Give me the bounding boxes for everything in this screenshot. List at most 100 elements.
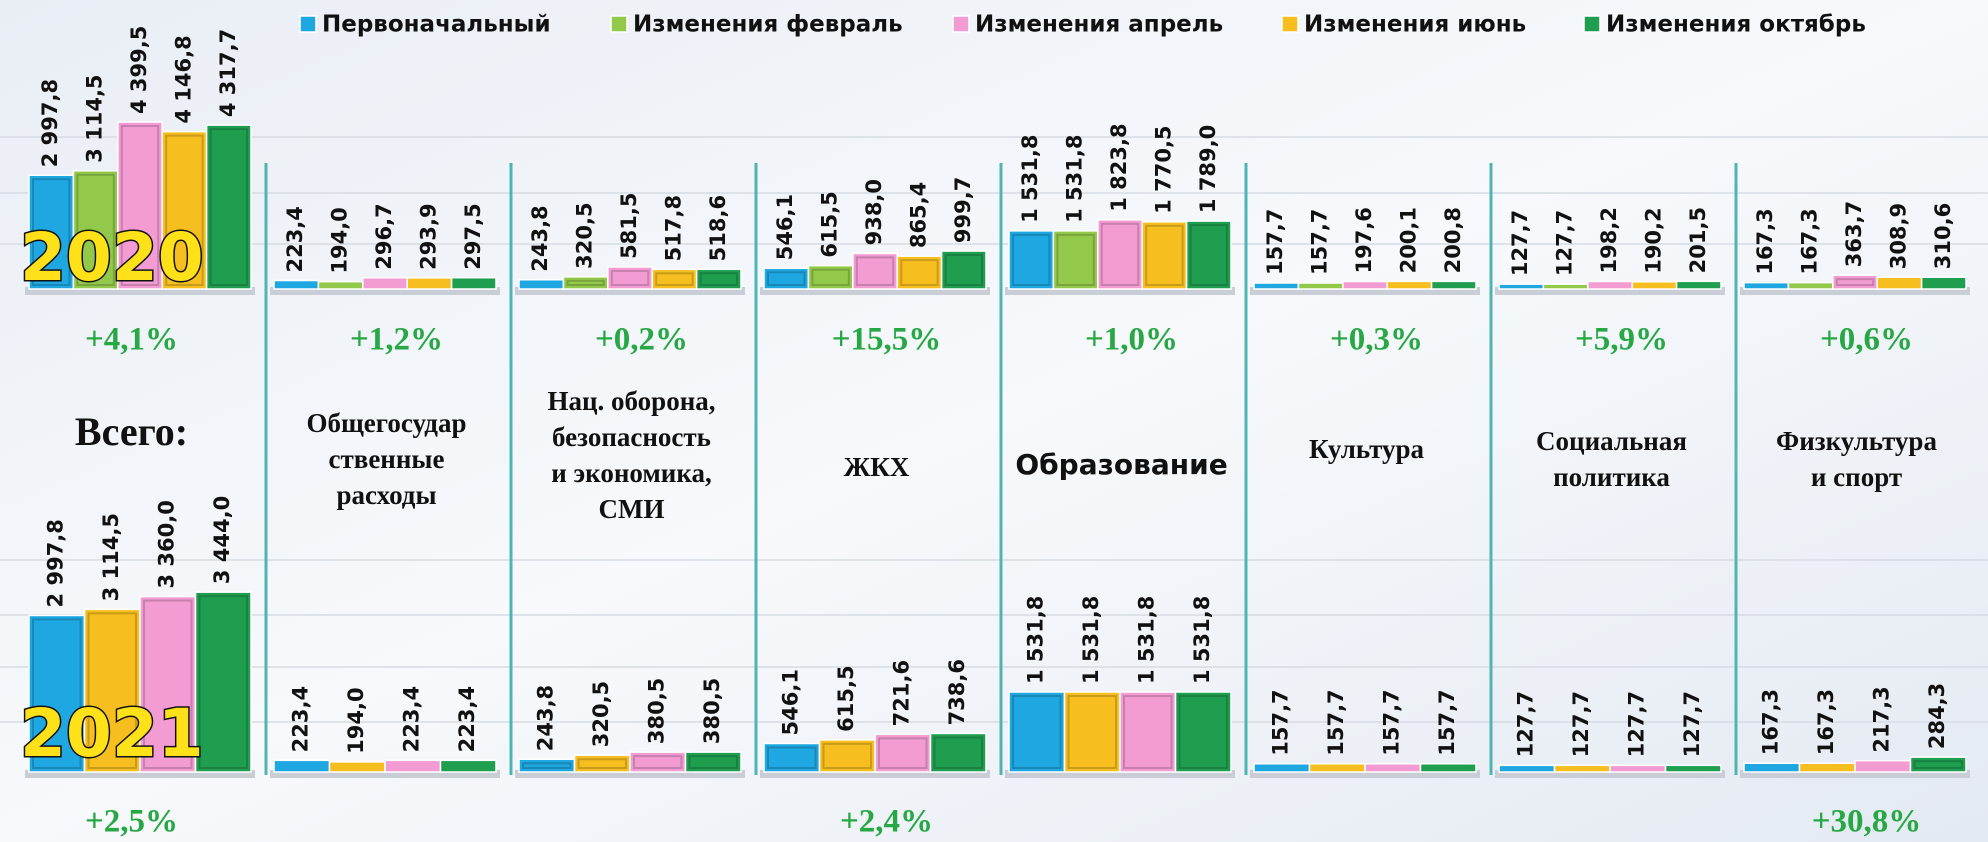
bar-shade [209,128,249,286]
bar [328,761,386,773]
bar [1664,764,1722,773]
bar-shade [633,755,683,770]
value-label: 380,5 [645,678,669,744]
group-base [515,287,745,295]
value-label: 546,1 [779,669,803,735]
bar [1008,230,1055,290]
bar-shade [1012,695,1062,769]
bar [1119,691,1177,773]
group-base [1740,287,1970,295]
bar-shade [32,618,82,769]
legend-label: Изменения февраль [633,12,903,38]
bar [1185,220,1232,290]
bar [1920,276,1967,290]
bar [1498,283,1545,290]
value-label: 1 531,8 [1063,135,1087,223]
legend-swatch [952,15,970,33]
group-base [1005,287,1235,295]
bar [439,759,497,773]
bar [562,276,609,290]
value-label: 201,5 [1686,207,1710,273]
bar [1253,763,1311,773]
value-label: 127,7 [1569,691,1593,757]
value-label: 200,1 [1396,207,1420,273]
bar [1297,282,1344,290]
value-label: 3 360,0 [155,500,179,588]
value-label: 721,6 [890,660,914,726]
year-label: 2021 [20,695,204,772]
bar [194,591,252,773]
bar [852,252,898,290]
change-label: +4,1% [85,322,178,358]
bar [1542,283,1589,290]
value-label: 1 823,8 [1107,123,1131,211]
category-label: политика [1553,462,1670,492]
bar [273,759,331,773]
bar-shade [165,134,204,286]
bar-shade [1100,222,1140,287]
value-label: 157,7 [1263,209,1287,275]
value-label: 1 789,0 [1196,125,1220,213]
value-label: 127,7 [1680,691,1704,757]
value-label: 2 997,8 [38,79,62,167]
value-label: 2 997,8 [44,519,68,607]
value-label: 157,7 [1269,689,1293,755]
bar-shade [1056,233,1095,286]
bar-shade [1012,233,1051,286]
bar [1364,763,1422,773]
value-label: 293,9 [416,203,440,269]
value-label: 517,8 [661,195,685,261]
value-label: 380,5 [700,678,724,744]
bar [629,751,687,773]
bar-shade [577,758,627,770]
bar [139,595,197,773]
year-label: 2020 [20,219,204,296]
bar-shade [1178,695,1228,769]
category-label: Образование [1015,448,1227,481]
bar-shade [811,268,850,286]
legend-label: Изменения июнь [1304,12,1526,38]
bar [384,759,442,773]
bar-shade [1145,224,1184,286]
bar-shade [699,272,738,287]
value-label: 320,5 [589,681,613,747]
group-base [1495,287,1725,295]
group-base [1005,770,1235,778]
category-label: Общегосудар [307,408,467,438]
bar-shade [822,742,872,769]
category-label: и спорт [1811,462,1902,492]
value-label: 581,5 [617,192,641,258]
value-label: 217,3 [1870,686,1894,752]
bar [28,614,86,773]
value-label: 1 531,8 [1190,596,1214,684]
legend-swatch [610,15,628,33]
value-label: 223,4 [289,686,313,752]
value-label: 127,7 [1625,691,1649,757]
category-label: ЖКХ [844,452,910,482]
change-label: +30,8% [1812,804,1922,840]
value-label: 938,0 [862,179,886,245]
bar [362,276,408,290]
bar-shade [688,755,738,770]
value-label: 4 399,5 [127,26,151,114]
bar-shade [198,595,248,770]
legend-swatch [299,15,317,33]
value-label: 157,7 [1435,689,1459,755]
value-label: 243,8 [534,685,558,751]
value-label: 167,3 [1759,689,1783,755]
value-label: 308,9 [1886,203,1910,269]
change-label: +1,0% [1085,322,1178,358]
value-label: 4 317,7 [216,29,240,117]
bar-shade [900,259,939,287]
legend-label: Изменения апрель [975,12,1223,38]
bar [1609,764,1667,773]
group-base [270,770,500,778]
bar [573,754,631,773]
value-label: 615,5 [818,191,842,257]
change-label: +0,6% [1820,322,1913,358]
value-label: 127,7 [1508,210,1532,276]
group-base [515,770,745,778]
bar [1008,691,1066,773]
value-label: 3 114,5 [99,513,123,601]
